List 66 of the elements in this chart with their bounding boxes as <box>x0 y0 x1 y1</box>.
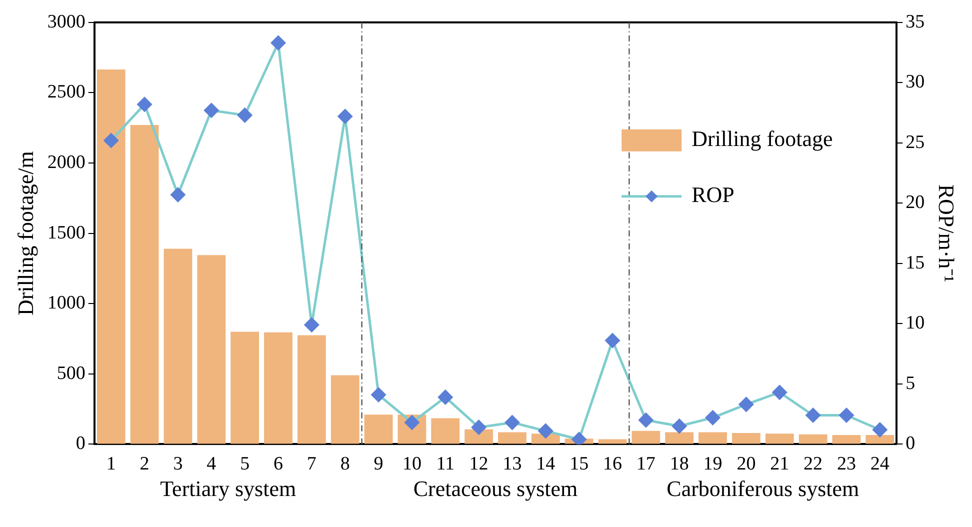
y-tick-label: 0 <box>76 433 86 454</box>
x-tick-label: 21 <box>770 454 790 475</box>
bar <box>130 125 159 444</box>
bar <box>464 429 493 444</box>
bar <box>297 335 326 444</box>
text: Carboniferous system <box>666 476 860 502</box>
x-tick-label: 16 <box>602 454 622 475</box>
x-tick-label: 18 <box>670 454 689 475</box>
x-tick-label: 7 <box>306 454 316 475</box>
bar <box>632 430 660 444</box>
bar <box>330 375 360 444</box>
x-tick-label: 4 <box>206 454 217 475</box>
y-tick-label: 1500 <box>47 222 86 244</box>
bar <box>765 434 794 444</box>
x-tick-label: 9 <box>374 454 384 475</box>
bar <box>665 432 694 444</box>
bar <box>197 255 226 444</box>
bar <box>866 435 894 444</box>
bar <box>164 248 192 444</box>
x-tick-label: 12 <box>469 454 488 475</box>
bar <box>230 332 260 444</box>
x-tick-label: 14 <box>536 454 556 475</box>
y2-tick-label: 35 <box>906 11 925 32</box>
x-tick-label: 11 <box>436 454 455 475</box>
x-tick-label: 1 <box>106 454 116 475</box>
x-tick-label: 17 <box>636 454 656 475</box>
bar <box>264 332 292 444</box>
x-tick-label: 2 <box>140 454 150 475</box>
bar <box>96 70 126 444</box>
y2-tick-label: 0 <box>906 433 916 454</box>
bar <box>431 418 460 444</box>
x-tick-label: 22 <box>804 454 823 475</box>
x-tick-label: 5 <box>240 454 250 475</box>
bar <box>698 432 727 444</box>
y2-tick-label: 25 <box>906 132 925 153</box>
y2-tick-label: 20 <box>906 192 925 214</box>
x-tick-label: 3 <box>173 454 183 475</box>
x-tick-label: 19 <box>703 454 722 475</box>
x-tick-label: 24 <box>870 454 890 475</box>
y2-tick-label: 30 <box>906 72 925 93</box>
x-tick-label: 10 <box>402 454 422 475</box>
x-tick-label: 13 <box>502 454 522 475</box>
bar <box>832 435 861 444</box>
y-axis-title: Drilling footage/m <box>12 151 38 316</box>
y2-tick-label: 15 <box>906 252 925 274</box>
bar <box>732 432 760 444</box>
y2-axis-title: ROP/m·h⁻¹ <box>934 184 960 282</box>
legend-label: Drilling footage <box>692 126 833 152</box>
x-tick-label: 6 <box>273 454 283 475</box>
bar <box>364 414 393 444</box>
y-tick-label: 3000 <box>47 11 86 32</box>
x-tick-label: 8 <box>340 454 350 475</box>
y2-tick-label: 5 <box>906 372 916 394</box>
y2-tick-label: 10 <box>906 312 925 334</box>
x-tick-label: 23 <box>836 454 856 475</box>
y-tick-label: 2000 <box>47 152 86 173</box>
x-tick-label: 15 <box>570 454 589 475</box>
y-tick-label: 1000 <box>47 292 86 314</box>
text: Cretaceous system <box>413 476 578 502</box>
legend-label: ROP <box>692 182 734 208</box>
bar <box>498 432 526 444</box>
bar <box>798 434 828 444</box>
y-tick-label: 2500 <box>47 82 86 103</box>
x-tick-label: 20 <box>736 454 756 475</box>
text: Tertiary system <box>160 476 296 502</box>
y-tick-label: 500 <box>56 362 86 384</box>
